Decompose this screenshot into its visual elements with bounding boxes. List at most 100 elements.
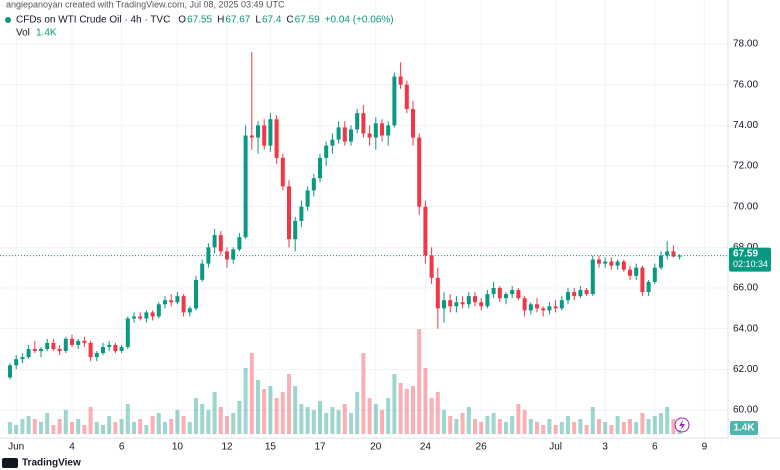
- x-tick-label: 12: [221, 442, 233, 453]
- candle-body: [541, 308, 546, 311]
- candle-body: [466, 296, 471, 305]
- candle-body: [615, 261, 620, 266]
- change: +0.04 (+0.06%): [325, 15, 394, 26]
- y-tick-label: 66.00: [733, 283, 758, 294]
- candle-body: [429, 255, 434, 278]
- volume-bar: [584, 425, 589, 434]
- y-tick-label: 78.00: [733, 39, 758, 50]
- volume-bar: [398, 383, 403, 434]
- volume-bar: [237, 401, 242, 434]
- volume-bar: [578, 419, 583, 434]
- volume-bar: [473, 419, 477, 434]
- candle-body: [386, 125, 391, 136]
- volume-bar: [373, 404, 378, 434]
- candle-body: [349, 129, 353, 142]
- candle-body: [256, 125, 260, 138]
- candle-body: [671, 251, 676, 257]
- candle-body: [51, 342, 56, 349]
- volume-bar: [417, 329, 422, 434]
- volume-bar: [107, 416, 112, 434]
- candle-body: [380, 123, 384, 136]
- volume-bar: [460, 413, 465, 434]
- candle-body: [603, 261, 608, 264]
- volume-bar: [311, 410, 316, 434]
- status-dot: [5, 17, 11, 23]
- symbol: CFDs on WTI Crude Oil · 4h · TVC: [16, 15, 170, 26]
- candle-body: [404, 84, 409, 110]
- candle-body: [125, 318, 130, 347]
- volume-bar: [479, 422, 484, 434]
- candles: [8, 52, 682, 380]
- volume-bar: [76, 419, 81, 434]
- volume-bar: [231, 413, 236, 434]
- x-tick-label: 9: [702, 442, 708, 453]
- volume-label: Vol: [16, 28, 30, 39]
- x-tick-label: 15: [265, 442, 277, 453]
- candle-body: [299, 206, 304, 221]
- y-tick-label: 76.00: [733, 79, 758, 90]
- candle-body: [14, 359, 19, 366]
- x-tick-label: 4: [69, 442, 75, 453]
- brand-logo: [2, 458, 18, 468]
- candle-body: [150, 312, 155, 317]
- volume-bar: [665, 407, 670, 434]
- ohlc-value: 67.67: [225, 15, 250, 26]
- x-tick-label: 24: [420, 442, 432, 453]
- countdown: 02:10:34: [733, 259, 768, 269]
- candle-body: [442, 300, 446, 309]
- candle-body: [634, 267, 639, 276]
- y-tick-label: 70.00: [733, 201, 758, 212]
- volume-bar: [299, 404, 304, 434]
- volume-bar: [349, 413, 353, 434]
- ohlc-value: 67.59: [295, 15, 320, 26]
- volume-bar: [63, 410, 68, 434]
- volume-bar: [621, 422, 626, 434]
- volume-bar: [535, 422, 539, 434]
- volume-bar: [386, 398, 391, 434]
- volume-bar: [324, 413, 329, 434]
- candle-body: [584, 290, 589, 295]
- volume-bar: [442, 410, 446, 434]
- volume-bar: [225, 416, 229, 434]
- volume-bar: [287, 374, 291, 434]
- candle-body: [187, 308, 192, 313]
- candle-body: [194, 279, 198, 309]
- price-tag: [729, 247, 771, 272]
- volume-bar: [659, 413, 663, 434]
- x-tick-label: 6: [652, 442, 658, 453]
- candle-body: [280, 157, 285, 187]
- candle-body: [528, 304, 533, 311]
- candle-body: [206, 247, 211, 264]
- volume-bar: [32, 419, 37, 434]
- volume-bar: [367, 398, 372, 434]
- price-tag-label: 67.59: [733, 248, 758, 259]
- candle-body: [113, 344, 118, 352]
- ohlc-label: L: [255, 15, 261, 26]
- volume-bar: [572, 422, 577, 434]
- candle-body: [249, 135, 254, 138]
- volume-bar: [541, 425, 546, 434]
- volume-bar: [206, 410, 211, 434]
- candle-body: [559, 300, 564, 309]
- candle-body: [311, 178, 316, 191]
- candle-body: [225, 251, 229, 260]
- candle-body: [646, 281, 651, 293]
- candle-body: [76, 340, 81, 345]
- x-tick-label: 3: [602, 442, 608, 453]
- y-tick-label: 72.00: [733, 161, 758, 172]
- volume-bar: [94, 422, 99, 434]
- volume-bar: [274, 398, 279, 434]
- candle-body: [373, 123, 378, 138]
- candle-body: [485, 294, 490, 307]
- volume-bar: [318, 401, 322, 434]
- volume-bar: [547, 419, 552, 434]
- volume-bar: [652, 416, 657, 434]
- volume-bar: [646, 419, 651, 434]
- alert-icon[interactable]: [674, 417, 690, 433]
- volume-bar: [82, 425, 87, 434]
- candle-body: [628, 269, 632, 276]
- volume-bar: [280, 392, 285, 434]
- volume-bar: [504, 422, 508, 434]
- candle-body: [566, 292, 570, 301]
- volume-bar: [528, 419, 533, 434]
